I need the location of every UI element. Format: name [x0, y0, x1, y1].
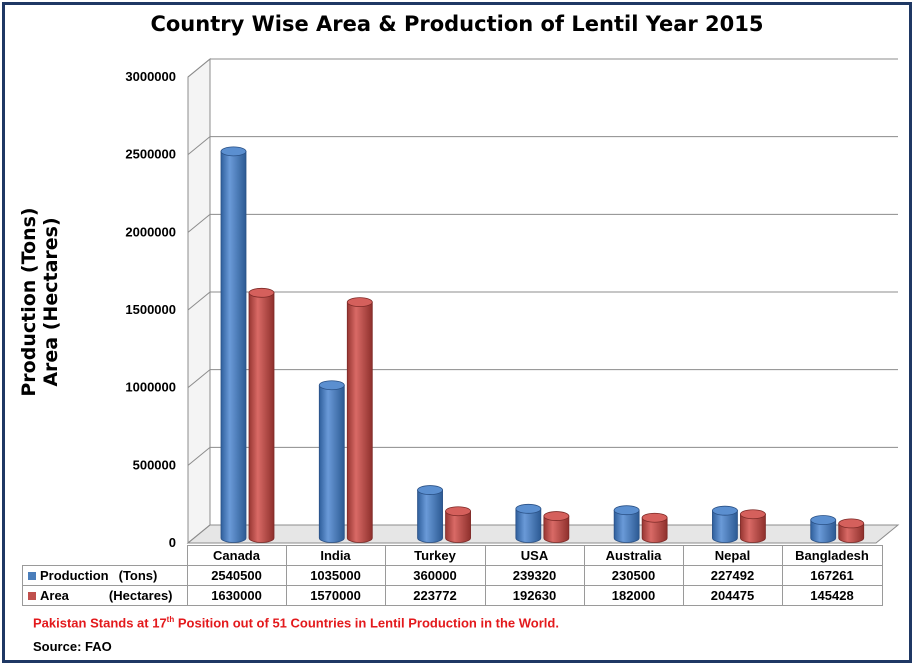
production-value-bangladesh: 167261	[781, 565, 883, 586]
category-label-canada: Canada	[186, 545, 287, 566]
y-tick-label: 0	[169, 535, 176, 550]
production-value-canada: 2540500	[186, 565, 287, 586]
legend-production: Production (Tons)	[22, 565, 188, 586]
production-value-usa: 239320	[484, 565, 585, 586]
chart-title: Country Wise Area & Production of Lentil…	[150, 12, 764, 36]
bar-production-nepal	[712, 505, 738, 543]
category-label-australia: Australia	[583, 545, 684, 566]
y-tick-label: 3000000	[125, 69, 176, 84]
legend-area-unit: (Hectares)	[108, 588, 173, 603]
bar-production-canada	[220, 146, 247, 543]
category-label-bangladesh: Bangladesh	[781, 545, 883, 566]
bar-area-turkey	[445, 506, 471, 543]
bar-area-nepal	[740, 509, 766, 543]
bar-production-australia	[613, 505, 640, 543]
area-value-bangladesh: 145428	[781, 585, 883, 606]
footnote-prefix: Pakistan Stands at 17	[33, 615, 167, 631]
category-label-turkey: Turkey	[384, 545, 486, 566]
y-tick-label: 2500000	[125, 147, 176, 162]
production-value-india: 1035000	[285, 565, 386, 586]
y-tick-label: 2000000	[125, 224, 176, 239]
category-label-usa: USA	[484, 545, 585, 566]
gridline-diagonal	[187, 446, 211, 466]
bar-production-turkey	[417, 485, 443, 543]
gridline-diagonal	[187, 136, 211, 156]
legend-key-production	[28, 572, 36, 580]
area-value-usa: 192630	[484, 585, 585, 606]
category-label-nepal: Nepal	[682, 545, 783, 566]
production-value-nepal: 227492	[682, 565, 783, 586]
gridline-diagonal	[187, 213, 211, 233]
bar-area-bangladesh	[838, 518, 865, 543]
data-table-header-row: Canada India Turkey USA Australia Nepal …	[22, 545, 883, 566]
y-tick-label: 1000000	[125, 380, 176, 395]
bar-production-india	[318, 380, 345, 543]
area-value-australia: 182000	[583, 585, 684, 606]
gridline-diagonal	[187, 369, 211, 389]
bar-production-usa	[515, 503, 542, 543]
area-value-india: 1570000	[285, 585, 386, 606]
bar-area-usa	[543, 511, 570, 543]
production-value-turkey: 360000	[384, 565, 486, 586]
gridline-diagonal	[187, 291, 211, 311]
area-value-canada: 1630000	[186, 585, 287, 606]
y-tick-label: 500000	[133, 457, 176, 472]
footnote-pakistan: Pakistan Stands at 17th Position out of …	[33, 615, 559, 630]
bar-area-canada	[248, 287, 275, 543]
floor	[186, 524, 900, 544]
data-table: Canada India Turkey USA Australia Nepal …	[22, 545, 883, 606]
bar-production-bangladesh	[810, 515, 837, 543]
legend-area-label: Area	[40, 588, 69, 603]
bar-area-india	[346, 297, 373, 543]
data-table-row-area: Area (Hectares) 1630000 1570000 223772 19…	[22, 585, 883, 606]
source-note: Source: FAO	[33, 639, 112, 654]
area-value-nepal: 204475	[682, 585, 783, 606]
bar-area-australia	[641, 512, 668, 543]
footnote-sup: th	[166, 615, 175, 624]
data-table-corner	[22, 545, 188, 566]
footnote-suffix: Position out of 51 Countries in Lentil P…	[174, 615, 559, 631]
category-label-india: India	[285, 545, 386, 566]
gridline-diagonal	[187, 524, 211, 544]
gridline-diagonal	[187, 58, 211, 78]
data-table-row-production: Production (Tons) 2540500 1035000 360000 …	[22, 565, 883, 586]
legend-area: Area (Hectares)	[22, 585, 188, 606]
area-value-turkey: 223772	[384, 585, 486, 606]
legend-production-unit: (Tons)	[118, 568, 158, 583]
production-value-australia: 230500	[583, 565, 684, 586]
legend-key-area	[28, 592, 36, 600]
legend-production-label: Production	[40, 568, 109, 583]
y-tick-label: 1500000	[125, 302, 176, 317]
